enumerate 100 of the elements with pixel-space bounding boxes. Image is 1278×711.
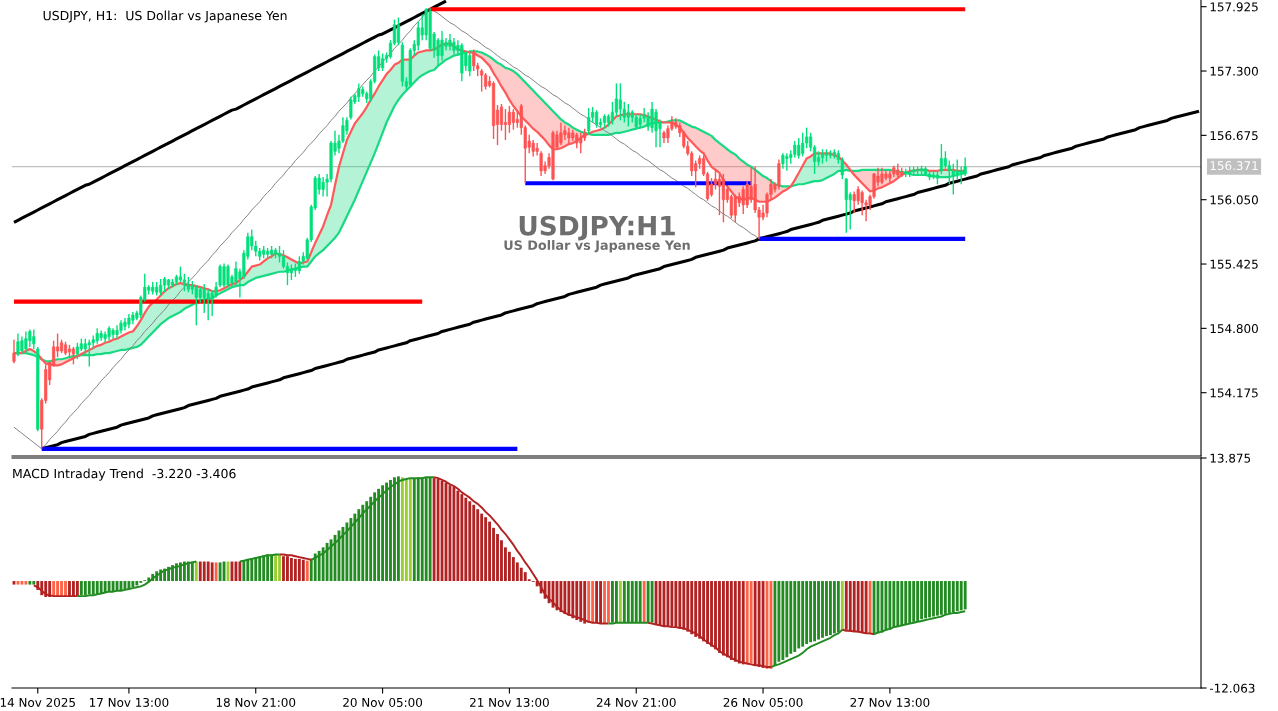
bar (28, 581, 32, 585)
bar (321, 547, 325, 582)
bar (460, 494, 464, 582)
bar (218, 562, 222, 582)
text: USDJPY, H1: US Dollar vs Japanese Yen (43, 10, 287, 23)
bar (638, 581, 642, 623)
bar (785, 581, 789, 658)
candlestick (440, 30, 444, 62)
bar (309, 558, 313, 582)
bar (52, 581, 56, 597)
bar (83, 581, 87, 596)
candlestick (511, 108, 515, 131)
candlestick (499, 103, 504, 132)
candlestick (281, 249, 286, 270)
bar (274, 554, 277, 582)
bar (385, 482, 388, 582)
bar (836, 581, 840, 633)
bar (848, 581, 852, 632)
candlestick (852, 190, 856, 214)
bar (809, 581, 813, 643)
x-tick-label: 27 Nov 13:00 (850, 697, 930, 707)
bar (642, 581, 646, 623)
bar (614, 581, 618, 623)
candlestick (472, 48, 476, 72)
bar (634, 581, 638, 623)
candlestick (785, 152, 789, 172)
bar (127, 581, 131, 590)
bar (194, 561, 198, 582)
bar (389, 479, 392, 582)
text: MACD Intraday Trend -3.220 -3.406 (13, 468, 236, 481)
candlestick (24, 330, 28, 353)
ref-line-label: 156.371 (1210, 161, 1258, 171)
candlestick (468, 49, 472, 77)
bar (278, 554, 281, 582)
bar (908, 581, 912, 624)
x-tick-label: 21 Nov 13:00 (470, 697, 549, 707)
bar (737, 581, 741, 664)
bar (829, 581, 832, 636)
candlestick (777, 158, 781, 191)
bar (198, 561, 202, 582)
candlestick (206, 288, 210, 321)
bar (262, 555, 266, 582)
bar (64, 581, 67, 597)
bar (706, 581, 709, 644)
bar (476, 509, 480, 582)
y-tick-label: 154.175 (1210, 388, 1258, 398)
bar (698, 581, 702, 639)
bar (714, 581, 717, 650)
bar (702, 581, 706, 642)
bar (646, 581, 650, 623)
bar (920, 581, 924, 620)
bar (301, 559, 305, 582)
bar (68, 581, 71, 597)
candlestick (32, 328, 36, 350)
bar (480, 513, 484, 582)
bar (357, 509, 361, 582)
bar (190, 561, 194, 582)
bar (682, 581, 686, 630)
bar (48, 581, 52, 597)
bar (741, 581, 745, 665)
bar (793, 581, 797, 652)
bar (293, 558, 297, 582)
bar (710, 581, 713, 647)
bar (725, 581, 729, 658)
bar (87, 581, 91, 595)
candlestick (115, 324, 119, 340)
bar (690, 581, 694, 635)
bar (131, 581, 135, 588)
bar (947, 581, 951, 613)
bar (20, 581, 24, 585)
bar (650, 581, 654, 623)
bar (381, 485, 384, 582)
candlestick (559, 121, 563, 146)
bar (563, 581, 567, 614)
bar (840, 581, 844, 631)
bar (488, 521, 492, 582)
bar (805, 581, 809, 644)
bar (832, 581, 836, 634)
bar (400, 477, 404, 582)
bar (817, 581, 820, 640)
candlestick (618, 82, 622, 122)
bar (99, 581, 103, 594)
line-series (13, 7, 760, 450)
bar (567, 581, 571, 616)
bar (238, 561, 242, 582)
bar (468, 501, 472, 582)
y-tick-label: 157.300 (1210, 66, 1258, 76)
bar (349, 518, 353, 582)
bar (258, 556, 262, 582)
bar (729, 581, 733, 660)
annotation: USDJPY:H1 (519, 215, 675, 241)
x-tick-label: 26 Nov 05:00 (723, 697, 803, 707)
candlestick (797, 137, 801, 160)
bar (305, 560, 309, 582)
bar (626, 581, 630, 623)
bar (900, 581, 904, 627)
bar (745, 581, 749, 665)
bar (781, 581, 785, 660)
bar (932, 581, 935, 617)
bar (404, 479, 408, 582)
